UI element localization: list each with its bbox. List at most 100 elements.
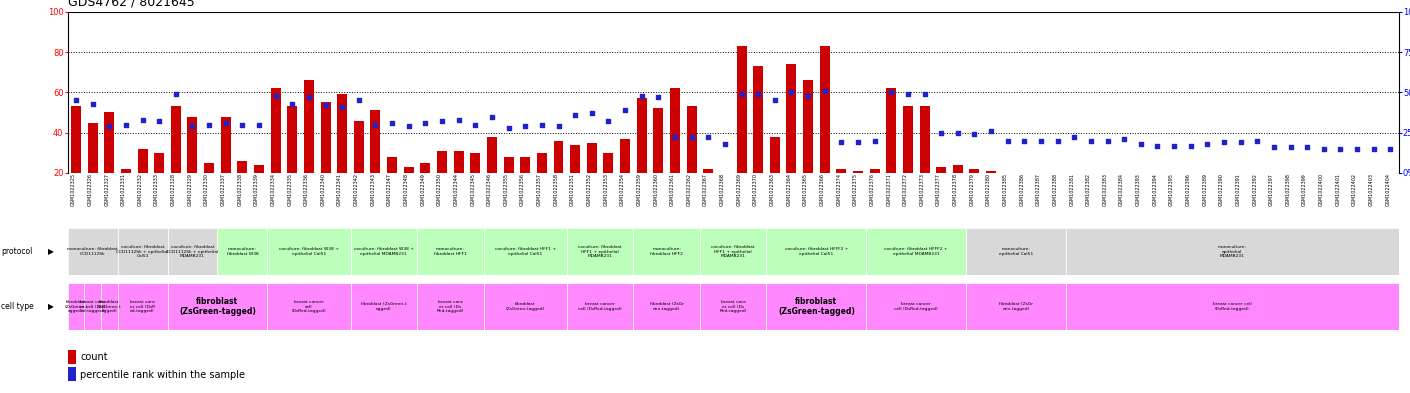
- Bar: [437, 151, 447, 173]
- Text: fibroblast (ZsGr
een-tagged): fibroblast (ZsGr een-tagged): [1000, 302, 1034, 311]
- Text: GSM1022394: GSM1022394: [1152, 173, 1158, 206]
- Bar: [1352, 173, 1362, 193]
- Text: GSM1022341: GSM1022341: [337, 173, 343, 206]
- Text: GSM1022403: GSM1022403: [1369, 173, 1373, 206]
- Bar: [953, 165, 963, 173]
- Point: [1362, 145, 1385, 152]
- Bar: [417, 283, 484, 330]
- Point: [530, 121, 553, 128]
- Text: coculture: fibroblast HFFF2 +
epithelial MDAMB231: coculture: fibroblast HFFF2 + epithelial…: [884, 247, 948, 256]
- Text: GSM1022333: GSM1022333: [154, 173, 159, 206]
- Point: [131, 117, 154, 123]
- Text: GSM1022377: GSM1022377: [936, 173, 942, 206]
- Bar: [351, 228, 417, 275]
- Text: GSM1022397: GSM1022397: [1269, 173, 1275, 206]
- Bar: [171, 107, 180, 173]
- Text: ▶: ▶: [48, 247, 54, 256]
- Text: GSM1022342: GSM1022342: [354, 173, 360, 206]
- Bar: [819, 46, 829, 173]
- Point: [963, 131, 986, 138]
- Text: GSM1022376: GSM1022376: [870, 173, 874, 206]
- Text: breast canc
er cell (DsR
ed-tagged): breast canc er cell (DsR ed-tagged): [80, 300, 106, 313]
- Bar: [637, 98, 647, 173]
- Text: GSM1022349: GSM1022349: [420, 173, 426, 206]
- Point: [1313, 145, 1335, 152]
- Text: GSM1022396: GSM1022396: [1186, 173, 1191, 206]
- Point: [1379, 145, 1402, 152]
- Bar: [337, 94, 347, 173]
- Point: [880, 89, 902, 95]
- Point: [1146, 142, 1169, 149]
- Bar: [188, 116, 197, 173]
- Point: [1163, 142, 1186, 149]
- Bar: [1103, 173, 1112, 179]
- Bar: [1318, 173, 1328, 193]
- Bar: [217, 228, 268, 275]
- Text: GSM1022369: GSM1022369: [736, 173, 742, 206]
- Bar: [736, 46, 746, 173]
- Point: [863, 138, 885, 144]
- Text: GSM1022404: GSM1022404: [1386, 173, 1390, 206]
- Text: protocol: protocol: [1, 247, 32, 256]
- Point: [897, 91, 919, 97]
- Bar: [486, 137, 496, 173]
- Point: [914, 91, 936, 97]
- Bar: [204, 163, 214, 173]
- Point: [780, 89, 802, 95]
- Bar: [403, 167, 413, 173]
- Bar: [633, 283, 699, 330]
- Text: coculture: fibroblast
HFF1 + epithelial
MDAMB231: coculture: fibroblast HFF1 + epithelial …: [578, 245, 622, 258]
- Text: GDS4762 / 8021645: GDS4762 / 8021645: [68, 0, 195, 9]
- Bar: [1335, 173, 1345, 193]
- Point: [331, 104, 354, 110]
- Text: GSM1022383: GSM1022383: [1103, 173, 1108, 206]
- Bar: [154, 153, 164, 173]
- Point: [664, 134, 687, 141]
- Bar: [966, 228, 1066, 275]
- Point: [946, 129, 969, 136]
- Point: [1196, 141, 1218, 147]
- Bar: [254, 165, 264, 173]
- Point: [398, 123, 420, 129]
- Text: GSM1022356: GSM1022356: [520, 173, 526, 206]
- Bar: [537, 153, 547, 173]
- Point: [148, 118, 171, 125]
- Text: GSM1022343: GSM1022343: [371, 173, 375, 206]
- Point: [415, 120, 437, 126]
- Point: [1012, 138, 1035, 144]
- Text: GSM1022364: GSM1022364: [787, 173, 791, 206]
- Point: [1263, 144, 1286, 150]
- Bar: [288, 107, 298, 173]
- Point: [681, 134, 704, 141]
- Text: GSM1022399: GSM1022399: [1303, 173, 1307, 206]
- Text: fibroblast (ZsGr
een-tagged): fibroblast (ZsGr een-tagged): [650, 302, 684, 311]
- Bar: [371, 110, 381, 173]
- Bar: [870, 169, 880, 173]
- Bar: [653, 108, 663, 173]
- Bar: [117, 283, 168, 330]
- Bar: [68, 350, 76, 364]
- Text: GSM1022393: GSM1022393: [1136, 173, 1141, 206]
- Text: fibroblast
(ZsGreen-t
agged): fibroblast (ZsGreen-t agged): [65, 300, 87, 313]
- Text: breast cancer
cell (DsRed-tagged): breast cancer cell (DsRed-tagged): [894, 302, 938, 311]
- Text: fibroblast
(ZsGreen-tagged): fibroblast (ZsGreen-tagged): [179, 297, 255, 316]
- Text: breast canc
er cell (DsR
ed-tagged): breast canc er cell (DsR ed-tagged): [130, 300, 155, 313]
- Text: monoculture:
epithelial
MDAMB231: monoculture: epithelial MDAMB231: [1218, 245, 1246, 258]
- Text: GSM1022344: GSM1022344: [454, 173, 458, 206]
- Text: breast canc
er cell (Ds
Red-tagged): breast canc er cell (Ds Red-tagged): [437, 300, 464, 313]
- Text: monoculture:
epithelial Cal51: monoculture: epithelial Cal51: [998, 247, 1034, 256]
- Bar: [1303, 173, 1313, 193]
- Bar: [1136, 173, 1146, 187]
- Text: fibroblast
(ZsGreen-tagged): fibroblast (ZsGreen-tagged): [778, 297, 854, 316]
- Bar: [420, 163, 430, 173]
- Bar: [887, 88, 897, 173]
- Text: GSM1022395: GSM1022395: [1169, 173, 1175, 206]
- Text: GSM1022368: GSM1022368: [721, 173, 725, 206]
- Text: GSM1022337: GSM1022337: [221, 173, 226, 206]
- Bar: [1220, 173, 1230, 193]
- Bar: [620, 139, 630, 173]
- Text: GSM1022334: GSM1022334: [271, 173, 276, 206]
- Text: GSM1022331: GSM1022331: [121, 173, 125, 206]
- Bar: [554, 141, 564, 173]
- Point: [498, 125, 520, 131]
